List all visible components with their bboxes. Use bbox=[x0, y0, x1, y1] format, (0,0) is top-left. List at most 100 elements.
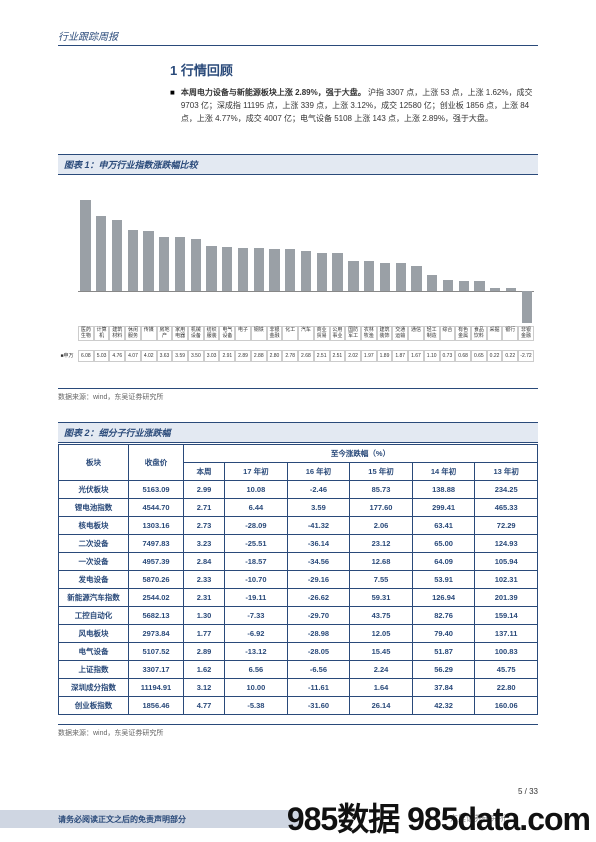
x-label: 综合 bbox=[440, 326, 456, 341]
row-value: 2.73 bbox=[184, 517, 225, 535]
x-value: 0.22 bbox=[487, 350, 503, 362]
table-row: 风电板块2973.841.77-6.92-28.9812.0579.40137.… bbox=[59, 625, 538, 643]
row-label: 核电板块 bbox=[59, 517, 129, 535]
section-title: 1 行情回顾 bbox=[170, 60, 538, 79]
x-value: 2.89 bbox=[235, 350, 251, 362]
row-value: 3.59 bbox=[287, 499, 350, 517]
row-label: 发电设备 bbox=[59, 571, 129, 589]
row-value: 7.55 bbox=[350, 571, 413, 589]
bar bbox=[254, 248, 264, 291]
row-value: -36.14 bbox=[287, 535, 350, 553]
bar bbox=[238, 248, 248, 291]
x-value: 2.51 bbox=[314, 350, 330, 362]
row-value: -13.12 bbox=[225, 643, 288, 661]
table-row: 核电板块1303.162.73-28.09-41.322.0663.4172.2… bbox=[59, 517, 538, 535]
row-price: 4957.39 bbox=[129, 553, 184, 571]
row-value: 63.41 bbox=[412, 517, 475, 535]
chart2-title: 图表 2：细分子行业涨跌幅 bbox=[64, 428, 171, 438]
row-value: 160.06 bbox=[475, 697, 538, 715]
row-value: 85.73 bbox=[350, 481, 413, 499]
row-value: 100.83 bbox=[475, 643, 538, 661]
row-value: 3.23 bbox=[184, 535, 225, 553]
divider bbox=[58, 388, 538, 389]
row-value: -10.70 bbox=[225, 571, 288, 589]
bar bbox=[506, 288, 516, 291]
row-value: 6.44 bbox=[225, 499, 288, 517]
row-value: 1.77 bbox=[184, 625, 225, 643]
row-label: 二次设备 bbox=[59, 535, 129, 553]
bar bbox=[396, 263, 406, 291]
row-value: 82.76 bbox=[412, 607, 475, 625]
row-value: -6.56 bbox=[287, 661, 350, 679]
x-label: 采掘 bbox=[487, 326, 503, 341]
row-value: 43.75 bbox=[350, 607, 413, 625]
x-label: 商业贸易 bbox=[314, 326, 330, 341]
x-label: 机械设备 bbox=[188, 326, 204, 341]
row-value: 126.94 bbox=[412, 589, 475, 607]
chart2-source: 数据来源：wind，东吴证券研究所 bbox=[58, 728, 163, 738]
x-value: 3.50 bbox=[188, 350, 204, 362]
row-label: 深圳成分指数 bbox=[59, 679, 129, 697]
bullet-bold: 本周电力设备与新能源板块上涨 2.89%，强于大盘。 bbox=[181, 88, 366, 97]
x-label: 传媒 bbox=[141, 326, 157, 341]
row-value: 22.80 bbox=[475, 679, 538, 697]
table-row: 发电设备5870.262.33-10.70-29.167.5553.91102.… bbox=[59, 571, 538, 589]
bar bbox=[459, 281, 469, 291]
row-value: -25.51 bbox=[225, 535, 288, 553]
x-label: 非银金融 bbox=[267, 326, 283, 341]
x-label: 食品饮料 bbox=[471, 326, 487, 341]
row-value: -26.62 bbox=[287, 589, 350, 607]
row-price: 1856.46 bbox=[129, 697, 184, 715]
row-value: 2.24 bbox=[350, 661, 413, 679]
x-label: 非银金融 bbox=[518, 326, 534, 341]
row-price: 5682.13 bbox=[129, 607, 184, 625]
row-price: 4544.70 bbox=[129, 499, 184, 517]
row-value: 2.84 bbox=[184, 553, 225, 571]
bar bbox=[222, 247, 232, 291]
row-label: 新能源汽车指数 bbox=[59, 589, 129, 607]
bar bbox=[522, 291, 532, 323]
table-row: 光伏板块5163.092.9910.08-2.4685.73138.88234.… bbox=[59, 481, 538, 499]
x-value: 0.65 bbox=[471, 350, 487, 362]
row-value: 1.62 bbox=[184, 661, 225, 679]
row-value: 2.06 bbox=[350, 517, 413, 535]
table-row: 二次设备7497.833.23-25.51-36.1423.1265.00124… bbox=[59, 535, 538, 553]
table-row: 深圳成分指数11194.913.1210.00-11.611.6437.8422… bbox=[59, 679, 538, 697]
bar bbox=[269, 249, 279, 291]
chart1: 医药生物计算机建筑材料休闲服务传媒房地产家用电器机械设备纺织服装电气设备电子钢铁… bbox=[58, 176, 538, 376]
bar bbox=[427, 275, 437, 292]
row-value: 51.87 bbox=[412, 643, 475, 661]
row-value: 45.75 bbox=[475, 661, 538, 679]
row-label: 工控自动化 bbox=[59, 607, 129, 625]
row-value: 2.31 bbox=[184, 589, 225, 607]
row-price: 1303.16 bbox=[129, 517, 184, 535]
x-value: 0.68 bbox=[455, 350, 471, 362]
x-label: 国防军工 bbox=[345, 326, 361, 341]
x-label: 家用电器 bbox=[172, 326, 188, 341]
bar bbox=[143, 231, 153, 291]
row-label: 一次设备 bbox=[59, 553, 129, 571]
bar bbox=[159, 237, 169, 291]
row-value: 79.40 bbox=[412, 625, 475, 643]
row-value: 53.91 bbox=[412, 571, 475, 589]
row-value: 102.31 bbox=[475, 571, 538, 589]
x-value: 4.76 bbox=[109, 350, 125, 362]
row-value: 138.88 bbox=[412, 481, 475, 499]
row-value: 105.94 bbox=[475, 553, 538, 571]
row-value: 234.25 bbox=[475, 481, 538, 499]
row-price: 5870.26 bbox=[129, 571, 184, 589]
row-value: 159.14 bbox=[475, 607, 538, 625]
th-period: 15 年初 bbox=[350, 463, 413, 481]
x-label: 建筑装饰 bbox=[377, 326, 393, 341]
row-value: 4.77 bbox=[184, 697, 225, 715]
x-value: 3.59 bbox=[172, 350, 188, 362]
row-value: -28.05 bbox=[287, 643, 350, 661]
x-label: 轻工制造 bbox=[424, 326, 440, 341]
x-value: 2.68 bbox=[298, 350, 314, 362]
row-value: 15.45 bbox=[350, 643, 413, 661]
row-value: 2.99 bbox=[184, 481, 225, 499]
row-price: 11194.91 bbox=[129, 679, 184, 697]
row-value: 12.05 bbox=[350, 625, 413, 643]
row-price: 2544.02 bbox=[129, 589, 184, 607]
row-label: 电气设备 bbox=[59, 643, 129, 661]
